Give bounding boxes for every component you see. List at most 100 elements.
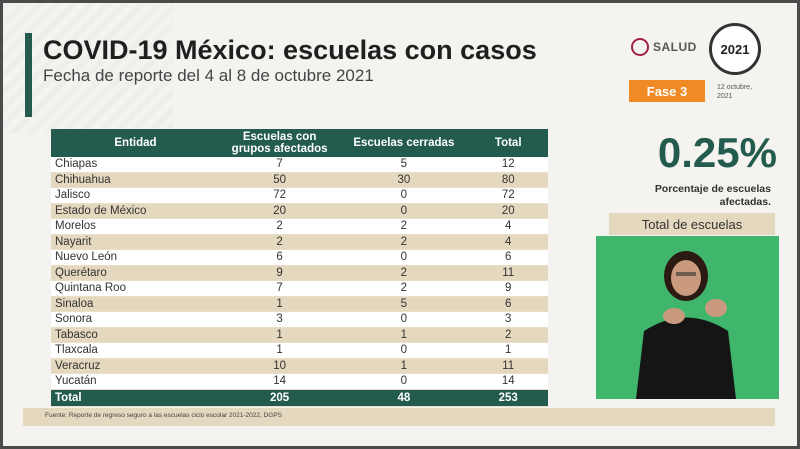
cell-entidad: Sonora	[51, 311, 220, 328]
seal-year: 2021	[720, 41, 750, 57]
cell-total: 80	[468, 172, 548, 188]
table-body: Chiapas 7 5 12 Chihuahua 50 30 80 Jalisco 72 0 72 Es…	[51, 157, 548, 390]
bicentennial-seal-logo: 2021	[709, 23, 761, 75]
cell-total: 14	[468, 373, 548, 390]
table-row: Quintana Roo 7 2 9	[51, 280, 548, 297]
cell-entidad: Chiapas	[51, 157, 220, 173]
cell-afectados: 2	[219, 234, 340, 250]
table-row: Chiapas 7 5 12	[51, 157, 548, 173]
cell-total: 72	[468, 187, 548, 204]
slide-title: COVID-19 México: escuelas con casos	[43, 35, 537, 65]
affected-percentage-label: Porcentaje de escuelas afectadas.	[654, 183, 771, 208]
interpreter-figure	[636, 251, 736, 399]
cell-entidad: Jalisco	[51, 187, 220, 204]
table-total-row: Total 205 48 253	[51, 389, 548, 407]
table-row: Nuevo León 6 0 6	[51, 249, 548, 266]
cell-total: 1	[468, 342, 548, 359]
cell-afectados: 1	[219, 342, 340, 359]
cell-afectados: 6	[219, 249, 340, 266]
salud-emblem-icon	[631, 38, 649, 56]
total-total: 253	[468, 389, 548, 407]
table-row: Morelos 2 2 4	[51, 218, 548, 235]
cell-cerradas: 0	[339, 249, 469, 266]
cell-cerradas: 2	[339, 265, 469, 281]
cell-cerradas: 0	[339, 203, 469, 219]
cell-total: 2	[468, 327, 548, 343]
cell-total: 4	[468, 218, 548, 235]
total-cerradas: 48	[339, 389, 469, 407]
cell-afectados: 10	[219, 358, 340, 374]
cell-total: 11	[468, 358, 548, 374]
cell-total: 9	[468, 280, 548, 297]
cell-total: 11	[468, 265, 548, 281]
cell-afectados: 1	[219, 296, 340, 312]
cell-afectados: 14	[219, 373, 340, 390]
schools-table: Entidad Escuelas con grupos afectados Es…	[51, 129, 548, 407]
cell-entidad: Veracruz	[51, 358, 220, 374]
table-row: Estado de México 20 0 20	[51, 203, 548, 219]
slide-subtitle: Fecha de reporte del 4 al 8 de octubre 2…	[43, 66, 374, 85]
cell-cerradas: 5	[339, 157, 469, 173]
cell-cerradas: 0	[339, 187, 469, 204]
salud-logo: SALUD	[631, 38, 697, 56]
column-header-entidad: Entidad	[51, 129, 220, 157]
table-row: Tabasco 1 1 2	[51, 327, 548, 343]
cell-entidad: Sinaloa	[51, 296, 220, 312]
cell-total: 6	[468, 296, 548, 312]
cell-afectados: 1	[219, 327, 340, 343]
table-row: Nayarit 2 2 4	[51, 234, 548, 250]
cell-entidad: Nayarit	[51, 234, 220, 250]
table-row: Chihuahua 50 30 80	[51, 172, 548, 188]
report-date: 12 octubre, 2021	[717, 84, 753, 100]
cell-afectados: 50	[219, 172, 340, 188]
cell-cerradas: 2	[339, 234, 469, 250]
salud-logo-text: SALUD	[653, 40, 697, 54]
cell-cerradas: 5	[339, 296, 469, 312]
total-schools-banner: Total de escuelas	[609, 213, 775, 235]
table-row: Veracruz 10 1 11	[51, 358, 548, 374]
table-header-row: Entidad Escuelas con grupos afectados Es…	[51, 129, 548, 157]
table-row: Yucatán 14 0 14	[51, 373, 548, 390]
total-afectados: 205	[219, 389, 340, 407]
affected-percentage: 0.25%	[657, 129, 777, 176]
cell-total: 6	[468, 249, 548, 266]
cell-cerradas: 0	[339, 373, 469, 390]
cell-entidad: Quintana Roo	[51, 280, 220, 297]
table-row: Sonora 3 0 3	[51, 311, 548, 328]
cell-afectados: 7	[219, 157, 340, 173]
cell-cerradas: 30	[339, 172, 469, 188]
cell-afectados: 2	[219, 218, 340, 235]
cell-entidad: Yucatán	[51, 373, 220, 390]
source-text: Fuente: Reporte de regreso seguro a las …	[45, 412, 283, 419]
cell-cerradas: 0	[339, 311, 469, 328]
title-accent-bar	[25, 33, 32, 117]
cell-afectados: 7	[219, 280, 340, 297]
slide: COVID-19 México: escuelas con casos Fech…	[3, 3, 797, 446]
cell-cerradas: 2	[339, 218, 469, 235]
table-row: Sinaloa 1 5 6	[51, 296, 548, 312]
cell-cerradas: 2	[339, 280, 469, 297]
column-header-afectados: Escuelas con grupos afectados	[219, 129, 340, 157]
cell-total: 4	[468, 234, 548, 250]
cell-entidad: Tabasco	[51, 327, 220, 343]
source-footer: Fuente: Reporte de regreso seguro a las …	[23, 408, 775, 426]
table-row: Querétaro 9 2 11	[51, 265, 548, 281]
table-row: Jalisco 72 0 72	[51, 187, 548, 204]
cell-afectados: 3	[219, 311, 340, 328]
cell-entidad: Querétaro	[51, 265, 220, 281]
cell-afectados: 72	[219, 187, 340, 204]
cell-entidad: Morelos	[51, 218, 220, 235]
cell-entidad: Tlaxcala	[51, 342, 220, 359]
cell-total: 20	[468, 203, 548, 219]
cell-entidad: Nuevo León	[51, 249, 220, 266]
cell-total: 3	[468, 311, 548, 328]
cell-total: 12	[468, 157, 548, 173]
fase-badge: Fase 3	[629, 80, 705, 102]
cell-entidad: Estado de México	[51, 203, 220, 219]
cell-afectados: 20	[219, 203, 340, 219]
sign-language-interpreter	[596, 236, 779, 399]
column-header-cerradas: Escuelas cerradas	[339, 129, 469, 157]
cell-cerradas: 1	[339, 327, 469, 343]
cell-cerradas: 0	[339, 342, 469, 359]
column-header-total: Total	[468, 129, 548, 157]
